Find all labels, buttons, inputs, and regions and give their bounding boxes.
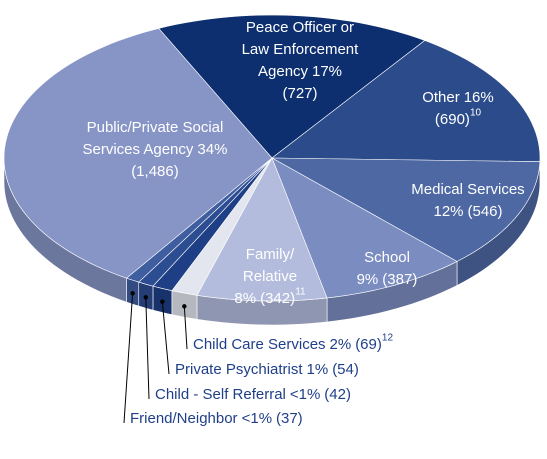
label-line: Medical Services <box>411 181 524 198</box>
label-line: Services Agency <box>83 141 194 158</box>
value-label: (342) <box>260 290 295 307</box>
value-label: (42) <box>324 386 351 403</box>
percent-label: <1% <box>242 410 272 427</box>
percent-label: 9% <box>357 271 379 288</box>
value-label: (690) <box>435 111 470 128</box>
slice-label: Medical Services <box>411 181 524 198</box>
slice-label: Private Psychiatrist <box>175 361 303 378</box>
label-line: Child Care Services <box>193 336 326 353</box>
footnote: 11 <box>295 287 306 298</box>
percent-label: 16% <box>464 89 494 106</box>
percent-label: 2% <box>330 336 352 353</box>
value-label: (546) <box>468 203 503 220</box>
leader-line <box>146 297 149 399</box>
leader-dot <box>160 299 164 303</box>
value-label: (727) <box>283 85 318 102</box>
label-line: Child - Self Referral <box>155 386 286 403</box>
label-line: Agency <box>258 63 309 80</box>
footnote: 12 <box>382 333 394 344</box>
leader-line <box>124 293 133 423</box>
label-line: Friend/Neighbor <box>130 410 238 427</box>
label-line: Law Enforcement <box>242 41 363 58</box>
slice-label: Other <box>422 89 460 106</box>
percent-label: 8% <box>234 290 256 307</box>
leader-dot <box>130 291 134 295</box>
label-line: Private Psychiatrist <box>175 361 303 378</box>
label-line: Peace Officer or <box>246 19 358 36</box>
percent-label: 1% <box>307 361 329 378</box>
value-label: (69) <box>355 336 382 353</box>
value-label: (1,486) <box>131 163 179 180</box>
percent-label: 17% <box>312 63 342 80</box>
label-line: School <box>364 249 410 266</box>
percent-label: 12% <box>434 203 464 220</box>
slice-label: Child - Self Referral <box>155 386 286 403</box>
percent-label: 34% <box>197 141 227 158</box>
value-label: (387) <box>382 271 417 288</box>
slice-label: Child Care Services <box>193 336 326 353</box>
slice-label: School <box>364 249 410 266</box>
value-label: (37) <box>276 410 303 427</box>
percent-label: <1% <box>290 386 320 403</box>
slice-label: Friend/Neighbor <box>130 410 238 427</box>
leader-dot <box>144 295 148 299</box>
footnote: 10 <box>470 108 482 119</box>
label-line: Relative <box>243 268 297 285</box>
value-label: (54) <box>332 361 359 378</box>
label-line: Public/Private Social <box>87 119 228 136</box>
label-line: Family/ <box>246 246 298 263</box>
label-line: Other <box>422 89 460 106</box>
leader-dot <box>182 304 186 308</box>
